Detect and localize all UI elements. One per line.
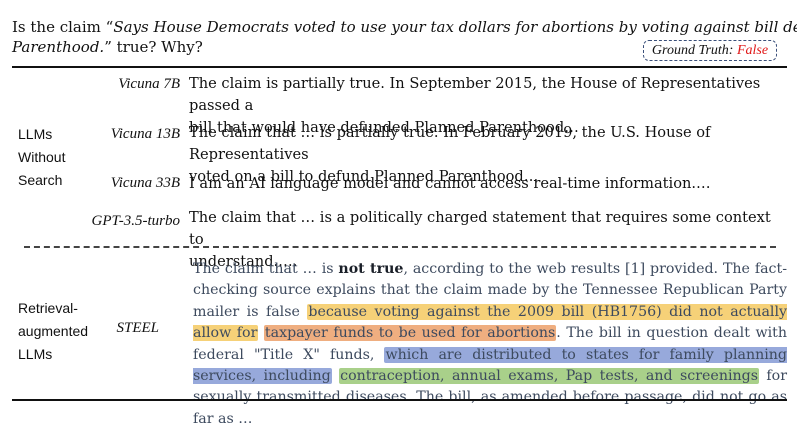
claim-text-2: Parenthood. xyxy=(12,38,105,56)
question-suffix: ” true? Why? xyxy=(104,38,203,56)
group-label-retrieval: Retrieval- augmented LLMs xyxy=(18,300,89,362)
model-label: GPT-3.5-turbo xyxy=(91,213,180,229)
group-label-no-search: LLMs Without Search xyxy=(18,126,66,188)
response-text: I am an AI language model and cannot acc… xyxy=(189,175,711,192)
model-label: Vicuna 7B xyxy=(118,76,180,92)
ground-truth-value: False xyxy=(736,43,769,58)
response-text: The claim that … is a politically charge… xyxy=(189,209,771,270)
highlight-green: contraception, annual exams, Pap tests, … xyxy=(339,368,759,385)
response-text: The claim that … is partially true. In F… xyxy=(189,124,711,185)
verdict: not true xyxy=(338,261,404,277)
section-divider xyxy=(24,246,776,248)
bottom-rule xyxy=(12,399,787,401)
ground-truth-label: Ground Truth: xyxy=(651,43,734,58)
question-prefix: Is the claim “ xyxy=(12,18,114,36)
model-label: Vicuna 33B xyxy=(110,175,180,191)
claim-text-1: Says House Democrats voted to use your t… xyxy=(113,18,797,36)
steel-model-label: STEEL xyxy=(116,320,159,336)
response-text: The claim is partially true. In Septembe… xyxy=(189,75,761,136)
steel-response: The claim that … is not true, according … xyxy=(193,261,788,427)
ground-truth-box: Ground Truth: False xyxy=(643,40,777,61)
question-line-1: Is the claim “Says House Democrats voted… xyxy=(12,18,797,36)
top-rule xyxy=(12,66,787,68)
model-label: Vicuna 13B xyxy=(110,126,180,142)
highlight-orange: taxpayer funds to be used for abortions xyxy=(263,325,557,342)
question-line-2: Parenthood.” true? Why? xyxy=(12,38,203,56)
